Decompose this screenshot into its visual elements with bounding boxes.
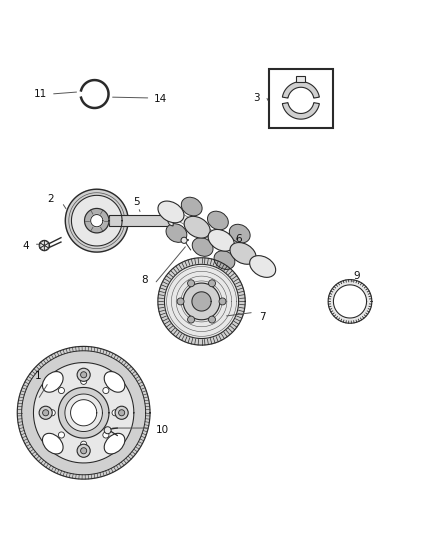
Circle shape bbox=[115, 406, 128, 419]
Circle shape bbox=[208, 316, 215, 323]
Polygon shape bbox=[44, 246, 49, 251]
Ellipse shape bbox=[104, 433, 125, 454]
Text: 5: 5 bbox=[133, 197, 139, 207]
Ellipse shape bbox=[42, 433, 63, 454]
Polygon shape bbox=[328, 280, 372, 323]
Ellipse shape bbox=[158, 201, 184, 223]
Circle shape bbox=[219, 298, 226, 305]
Text: 14: 14 bbox=[153, 94, 167, 104]
Ellipse shape bbox=[104, 372, 125, 392]
Text: 11: 11 bbox=[33, 89, 46, 99]
Circle shape bbox=[119, 410, 125, 416]
Circle shape bbox=[187, 280, 194, 287]
Polygon shape bbox=[238, 246, 268, 274]
Ellipse shape bbox=[42, 372, 63, 392]
Text: 8: 8 bbox=[141, 274, 148, 285]
Circle shape bbox=[104, 427, 111, 434]
Circle shape bbox=[103, 387, 109, 393]
Ellipse shape bbox=[250, 256, 276, 277]
Polygon shape bbox=[109, 215, 173, 226]
Bar bbox=[269, 69, 332, 128]
Text: 1: 1 bbox=[35, 370, 41, 381]
Circle shape bbox=[208, 280, 215, 287]
Polygon shape bbox=[40, 243, 44, 248]
Polygon shape bbox=[164, 264, 239, 338]
Polygon shape bbox=[158, 258, 245, 345]
Polygon shape bbox=[166, 204, 202, 235]
Ellipse shape bbox=[214, 251, 235, 269]
Ellipse shape bbox=[184, 216, 210, 238]
Polygon shape bbox=[192, 292, 211, 311]
Polygon shape bbox=[71, 400, 97, 426]
Polygon shape bbox=[65, 394, 102, 432]
Polygon shape bbox=[168, 281, 235, 332]
Polygon shape bbox=[283, 103, 319, 119]
Polygon shape bbox=[216, 232, 248, 261]
Circle shape bbox=[58, 387, 64, 393]
Polygon shape bbox=[44, 243, 49, 248]
Circle shape bbox=[181, 237, 187, 244]
Circle shape bbox=[42, 410, 49, 416]
Polygon shape bbox=[192, 220, 226, 248]
Ellipse shape bbox=[181, 197, 202, 216]
Polygon shape bbox=[297, 76, 305, 82]
Circle shape bbox=[177, 298, 184, 305]
Circle shape bbox=[39, 406, 52, 419]
Polygon shape bbox=[65, 189, 128, 252]
Circle shape bbox=[81, 372, 87, 378]
Ellipse shape bbox=[230, 243, 256, 264]
Circle shape bbox=[103, 432, 109, 438]
Ellipse shape bbox=[208, 211, 228, 230]
Polygon shape bbox=[283, 82, 319, 98]
Text: 9: 9 bbox=[353, 271, 360, 281]
Circle shape bbox=[81, 378, 87, 384]
Polygon shape bbox=[91, 215, 103, 227]
Ellipse shape bbox=[230, 224, 250, 243]
Polygon shape bbox=[333, 285, 367, 318]
Text: 6: 6 bbox=[235, 235, 242, 245]
Ellipse shape bbox=[192, 238, 213, 256]
Polygon shape bbox=[17, 346, 150, 479]
Text: 4: 4 bbox=[22, 240, 29, 251]
Polygon shape bbox=[183, 283, 220, 320]
Circle shape bbox=[112, 410, 118, 416]
Text: 2: 2 bbox=[48, 194, 54, 204]
Text: 7: 7 bbox=[259, 312, 266, 322]
Polygon shape bbox=[40, 246, 44, 251]
Polygon shape bbox=[40, 240, 44, 246]
Polygon shape bbox=[58, 387, 109, 438]
Circle shape bbox=[81, 441, 87, 447]
Polygon shape bbox=[85, 208, 109, 233]
Circle shape bbox=[77, 368, 90, 381]
Polygon shape bbox=[168, 215, 173, 226]
Circle shape bbox=[49, 410, 55, 416]
Circle shape bbox=[81, 448, 87, 454]
Polygon shape bbox=[33, 362, 134, 463]
Circle shape bbox=[58, 432, 64, 438]
Polygon shape bbox=[44, 240, 49, 246]
Ellipse shape bbox=[166, 224, 187, 243]
Circle shape bbox=[77, 444, 90, 457]
Text: 10: 10 bbox=[155, 425, 169, 435]
Polygon shape bbox=[71, 195, 122, 246]
Ellipse shape bbox=[208, 229, 234, 251]
Circle shape bbox=[187, 316, 194, 323]
Text: 3: 3 bbox=[253, 93, 259, 103]
